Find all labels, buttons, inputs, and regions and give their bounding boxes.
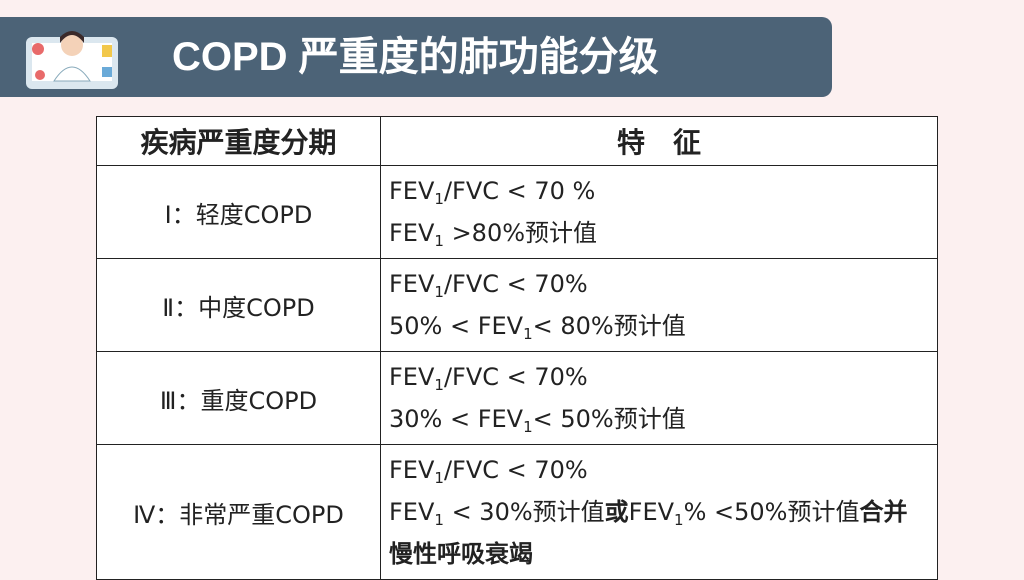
text-run: FEV — [389, 177, 435, 205]
text-run: /FVC < 70% — [443, 363, 588, 391]
feature-cell: FEV1/FVC < 70 % FEV1 >80%预计值 — [380, 165, 938, 259]
text-run: 或 — [604, 498, 629, 526]
column-header: 疾病严重度分期 — [96, 116, 381, 166]
text-run: < 50%预计值 — [532, 405, 686, 433]
text-run: /FVC < 70% — [443, 456, 588, 484]
feature-line: FEV1/FVC < 70% — [389, 263, 929, 305]
feature-line: FEV1 < 30%预计值或FEV1% <50%预计值合并慢性呼吸衰竭 — [389, 491, 929, 575]
feature-line: FEV1 >80%预计值 — [389, 212, 929, 254]
feature-line: 30% < FEV1< 50%预计值 — [389, 398, 929, 440]
text-run: /FVC < 70% — [443, 270, 588, 298]
text-run: 50% < FEV — [389, 312, 524, 340]
text-run: FEV — [389, 456, 435, 484]
stage-cell: Ⅳ：非常严重COPD — [96, 444, 381, 580]
text-run: >80%预计值 — [443, 219, 598, 247]
feature-line: FEV1/FVC < 70% — [389, 356, 929, 398]
text-run: FEV — [389, 270, 435, 298]
subscript: 1 — [674, 511, 684, 529]
table-row: Ⅰ：轻度COPD FEV1/FVC < 70 % FEV1 >80%预计值 — [96, 165, 938, 259]
subscript: 1 — [523, 325, 533, 343]
subscript: 1 — [434, 511, 444, 529]
text-run: /FVC < 70 % — [443, 177, 596, 205]
subscript: 1 — [434, 376, 444, 394]
text-run: < 30%预计值 — [443, 498, 605, 526]
doctor-icon — [26, 31, 118, 89]
text-run: % <50%预计值 — [683, 498, 860, 526]
table: 疾病严重度分期 特 征 Ⅰ：轻度COPD FEV1/FVC < 70 % FEV1 … — [96, 116, 938, 580]
column-header: 特 征 — [380, 116, 938, 166]
text-run: FEV — [389, 219, 435, 247]
text-run: FEV — [628, 498, 675, 526]
table-row: Ⅳ：非常严重COPD FEV1/FVC < 70% FEV1 < 30%预计值或FE… — [96, 444, 938, 580]
feature-line: FEV1/FVC < 70% — [389, 449, 929, 491]
subscript: 1 — [434, 283, 444, 301]
feature-cell: FEV1/FVC < 70% 50% < FEV1< 80%预计值 — [380, 258, 938, 352]
stage-cell: Ⅱ：中度COPD — [96, 258, 381, 352]
feature-cell: FEV1/FVC < 70% FEV1 < 30%预计值或FEV1% <50%预计… — [380, 444, 938, 580]
feature-line: 50% < FEV1< 80%预计值 — [389, 305, 929, 347]
stage-cell: Ⅰ：轻度COPD — [96, 165, 381, 259]
stage-cell: Ⅲ：重度COPD — [96, 351, 381, 445]
title-bar: COPD 严重度的肺功能分级 — [0, 17, 832, 97]
table-row: Ⅲ：重度COPD FEV1/FVC < 70% 30% < FEV1< 50%预计值 — [96, 351, 938, 445]
feature-cell: FEV1/FVC < 70% 30% < FEV1< 50%预计值 — [380, 351, 938, 445]
subscript: 1 — [434, 232, 444, 250]
text-run: 合并慢性呼吸衰竭 — [389, 498, 908, 568]
text-run: FEV — [389, 498, 435, 526]
feature-line: FEV1/FVC < 70 % — [389, 170, 929, 212]
text-run: 30% < FEV — [389, 405, 524, 433]
text-run: FEV — [389, 363, 435, 391]
subscript: 1 — [434, 190, 444, 208]
table-row: Ⅱ：中度COPD FEV1/FVC < 70% 50% < FEV1< 80%预计值 — [96, 258, 938, 352]
subscript: 1 — [523, 418, 533, 436]
text-run: < 80%预计值 — [532, 312, 686, 340]
subscript: 1 — [434, 469, 444, 487]
title: COPD 严重度的肺功能分级 — [172, 35, 659, 79]
